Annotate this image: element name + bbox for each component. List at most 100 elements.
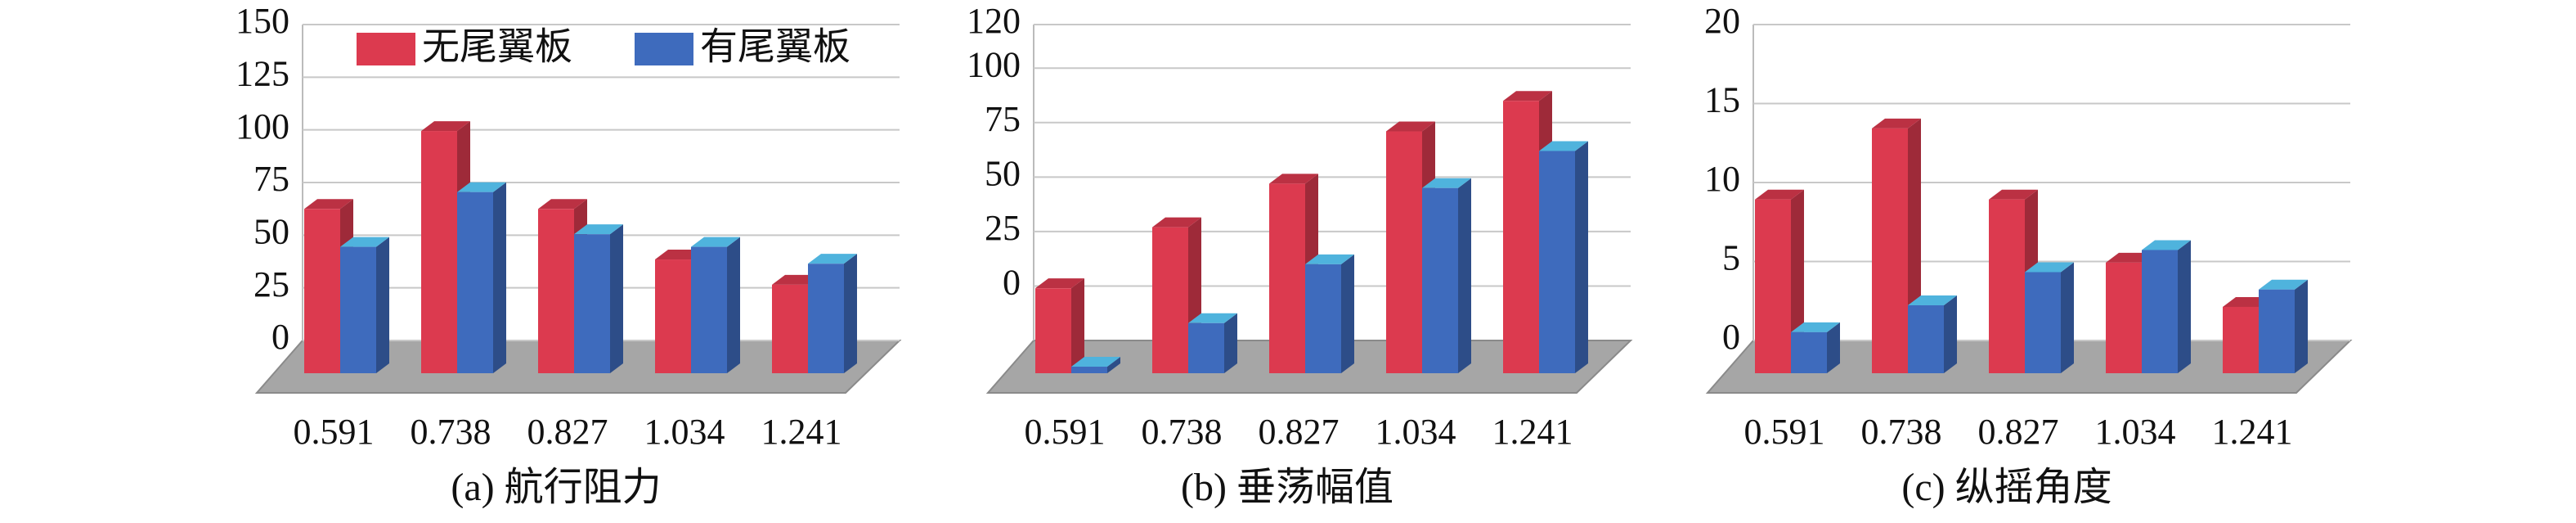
caption: (b) 垂荡幅值 <box>1181 466 1393 509</box>
y-tick-label: 10 <box>1704 159 1740 199</box>
bar-side <box>2178 240 2191 373</box>
bar-front <box>691 246 727 373</box>
bar-top <box>1872 118 1921 128</box>
bar-top <box>304 199 353 210</box>
bar-top <box>1386 121 1435 132</box>
x-tick-label: 1.241 <box>1492 412 1573 452</box>
y-tick-label: 125 <box>236 53 289 93</box>
bar-top <box>1269 174 1318 184</box>
bar <box>808 254 857 373</box>
bar <box>340 237 389 373</box>
y-tick-label: 150 <box>236 1 289 41</box>
bar-side <box>1944 295 1957 373</box>
bar-top <box>1989 189 2038 200</box>
bar <box>1422 178 1471 373</box>
caption: (c) 纵摇角度 <box>1901 466 2112 509</box>
y-tick-label: 50 <box>254 211 289 251</box>
bar-side <box>1575 141 1588 373</box>
bar <box>1269 174 1318 373</box>
bar-front <box>1071 367 1107 373</box>
bar-top <box>1071 357 1120 367</box>
y-tick-label: 25 <box>985 208 1021 248</box>
bar <box>691 237 740 373</box>
x-tick-label: 0.591 <box>1025 412 1106 452</box>
bar <box>2025 262 2074 373</box>
bar-top <box>691 237 740 247</box>
y-tick-label: 20 <box>1704 1 1740 41</box>
bar-side <box>1107 357 1120 373</box>
x-tick-label: 0.591 <box>1744 412 1825 452</box>
y-tick-label: 0 <box>1003 263 1021 303</box>
x-tick-label: 0.827 <box>1978 412 2059 452</box>
bar-side <box>2295 279 2308 373</box>
bar-front <box>2025 272 2061 373</box>
bar-top <box>1539 141 1588 151</box>
bar-front <box>1539 151 1575 373</box>
y-tick-label: 120 <box>967 1 1021 41</box>
bar-top <box>2259 279 2308 290</box>
bar <box>1071 357 1120 373</box>
x-tick-label: 0.827 <box>1259 412 1340 452</box>
y-tick-label: 50 <box>985 153 1021 193</box>
bar-front <box>538 209 574 373</box>
bar-top <box>1791 322 1840 332</box>
bar-front <box>1791 331 1827 373</box>
x-tick-label: 0.827 <box>527 412 608 452</box>
bar-top <box>2142 240 2191 250</box>
bar-front <box>1035 288 1071 373</box>
bar <box>1035 278 1084 373</box>
bar-side <box>1458 178 1471 373</box>
bar-front <box>1386 131 1422 373</box>
bar-front <box>2223 306 2259 373</box>
y-tick-label: 100 <box>236 106 289 147</box>
bar-front <box>1989 199 2025 373</box>
y-tick-label: 75 <box>254 159 289 199</box>
y-tick-label: 100 <box>967 44 1021 84</box>
bar-top <box>1188 313 1237 323</box>
bar-side <box>1071 278 1084 373</box>
x-tick-label: 1.034 <box>1376 412 1456 452</box>
bar-side <box>727 237 740 373</box>
bar-side <box>493 182 506 373</box>
bar-side <box>610 224 623 373</box>
bar-front <box>304 209 340 373</box>
bar-side <box>376 237 389 373</box>
bar-front <box>808 264 844 373</box>
x-tick-label: 0.591 <box>294 412 375 452</box>
x-tick-label: 1.034 <box>644 412 725 452</box>
bar <box>1305 254 1354 373</box>
bar-front <box>574 234 610 373</box>
bar-front <box>1755 199 1791 373</box>
bar <box>457 182 506 373</box>
y-tick-label: 0 <box>1722 317 1740 357</box>
bar-top <box>1755 189 1804 200</box>
legend-swatch <box>635 33 693 65</box>
legend-label: 有尾翼板 <box>700 26 850 68</box>
bar-front <box>340 246 376 373</box>
bar-side <box>1341 254 1354 373</box>
bar-top <box>457 182 506 192</box>
x-tick-label: 0.738 <box>1142 412 1223 452</box>
bar-front <box>1503 101 1539 373</box>
bar <box>2259 279 2308 373</box>
bar <box>2142 240 2191 373</box>
bar <box>574 224 623 373</box>
caption: (a) 航行阻力 <box>451 466 661 509</box>
y-tick-label: 5 <box>1722 238 1740 278</box>
bar-top <box>1908 295 1957 306</box>
bar-front <box>1269 183 1305 373</box>
bar <box>1908 295 1957 373</box>
bar <box>1791 322 1840 373</box>
bar-front <box>1872 128 1908 373</box>
bar-top <box>340 237 389 247</box>
legend-label: 无尾翼板 <box>422 26 572 68</box>
x-tick-label: 1.241 <box>2212 412 2293 452</box>
bar-top <box>2025 262 2074 273</box>
y-tick-label: 0 <box>272 317 289 357</box>
bar-front <box>1908 305 1944 373</box>
x-tick-label: 1.034 <box>2095 412 2176 452</box>
bar-front <box>421 131 457 374</box>
x-tick-label: 0.738 <box>1861 412 1942 452</box>
bar-side <box>844 254 857 373</box>
